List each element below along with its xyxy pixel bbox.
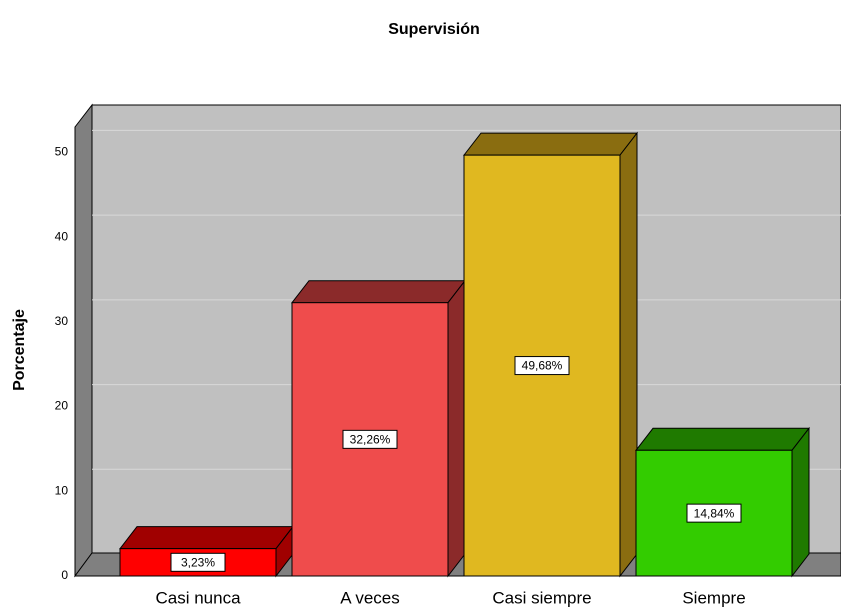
value-label-box	[514, 356, 570, 376]
value-label: 49,68%	[522, 359, 563, 373]
bar-top	[634, 427, 811, 451]
y-tick-label: 30	[55, 314, 69, 328]
y-tick-label: 40	[55, 229, 69, 243]
value-label-box	[686, 503, 742, 523]
bar-top	[290, 280, 467, 304]
bar-side	[447, 279, 466, 578]
value-label: 3,23%	[181, 555, 215, 569]
bar-side	[619, 131, 638, 578]
value-label: 32,26%	[350, 433, 391, 447]
y-tick-label: 50	[55, 145, 69, 159]
x-tick-label: Casi siempre	[492, 588, 591, 607]
value-label-box	[170, 552, 226, 572]
bar-side	[791, 426, 810, 578]
x-tick-label: Siempre	[682, 588, 745, 607]
y-tick-label: 20	[55, 399, 69, 413]
x-tick-label: Casi nunca	[155, 588, 241, 607]
chart-title: Supervisión	[388, 21, 480, 38]
x-tick-label: A veces	[340, 588, 400, 607]
value-label: 14,84%	[694, 506, 735, 520]
y-axis-label: Porcentaje	[11, 309, 28, 391]
y-tick-label: 0	[61, 568, 68, 582]
value-label-box	[342, 429, 398, 449]
y-tick-label: 10	[55, 483, 69, 497]
bar-top	[118, 526, 295, 550]
bar-top	[462, 132, 639, 156]
side-wall	[74, 103, 93, 578]
